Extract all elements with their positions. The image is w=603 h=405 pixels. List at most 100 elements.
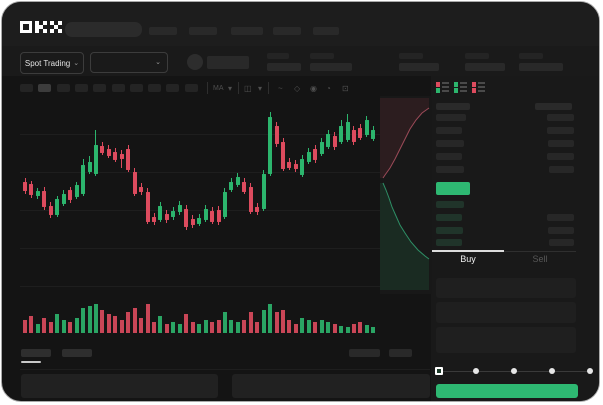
candle-body — [100, 146, 105, 153]
nav-item[interactable] — [273, 27, 301, 35]
timer-icon[interactable]: ◔ — [326, 83, 331, 93]
candle-body — [42, 191, 47, 207]
timeframe-button[interactable] — [74, 84, 88, 92]
timeframe-button[interactable] — [38, 84, 52, 92]
ask-amount — [547, 153, 574, 160]
candle-body — [113, 152, 118, 160]
volume-bar — [74, 318, 79, 333]
volume-bar — [171, 322, 176, 333]
okx-logo — [20, 21, 62, 33]
indicators-icon[interactable]: MA — [213, 84, 224, 92]
candle-body — [29, 184, 34, 195]
candle-body — [300, 159, 305, 175]
timeframe-button[interactable] — [20, 84, 33, 92]
chevron-down-icon[interactable]: ▾ — [258, 83, 263, 93]
camera-icon[interactable]: ◉ — [310, 83, 317, 93]
orderbook-view-asks-only[interactable] — [472, 82, 485, 93]
bottom-tab-orders[interactable] — [21, 349, 51, 357]
amount-input[interactable] — [436, 302, 576, 323]
stat-value — [465, 63, 505, 71]
volume-bar — [29, 316, 34, 333]
bottom-action[interactable] — [349, 349, 380, 357]
candle-body — [313, 149, 318, 160]
slider-stop[interactable] — [549, 368, 555, 374]
volume-bar — [100, 310, 105, 333]
candle-style-icon[interactable]: ◫ — [244, 83, 252, 93]
slider-stop[interactable] — [511, 368, 517, 374]
volume-bar — [203, 320, 208, 333]
candle-body — [119, 154, 124, 159]
toolbar-divider — [207, 82, 208, 94]
line-tool-icon[interactable]: ~ — [278, 83, 283, 93]
search-input[interactable] — [65, 22, 142, 37]
nav-item[interactable] — [313, 27, 339, 35]
volume-bar — [248, 312, 253, 333]
price-input[interactable] — [436, 278, 576, 298]
col-header-price — [436, 103, 470, 110]
chevron-down-icon: ⌄ — [73, 59, 80, 67]
candle-body — [48, 206, 53, 215]
candle-body — [87, 162, 92, 172]
nav-item[interactable] — [189, 27, 217, 35]
stat-label — [399, 53, 423, 59]
slider-stop[interactable] — [473, 368, 479, 374]
stat-value — [310, 63, 352, 71]
timeframe-button[interactable] — [166, 84, 180, 92]
nav-item[interactable] — [231, 27, 263, 35]
candle-body — [210, 211, 215, 222]
nav-item[interactable] — [149, 27, 177, 35]
candle-body — [235, 177, 240, 185]
candle-body — [364, 120, 369, 135]
volume-bar — [106, 314, 111, 333]
timeframe-button[interactable] — [93, 84, 107, 92]
icon-part — [460, 90, 467, 92]
timeframe-button[interactable] — [111, 84, 125, 92]
orderbook-last-price-pill[interactable] — [436, 182, 470, 195]
volume-bar — [55, 314, 60, 333]
timeframe-button[interactable] — [148, 84, 162, 92]
volume-bar — [177, 324, 182, 333]
candle-body — [126, 149, 131, 170]
stat-label — [465, 53, 489, 59]
bottom-action[interactable] — [389, 349, 412, 357]
candle-body — [358, 128, 363, 138]
volume-bar — [319, 320, 324, 333]
icon-part — [442, 86, 449, 88]
bid-price — [436, 226, 463, 234]
candle-body — [197, 218, 202, 224]
last-price-placeholder — [207, 56, 249, 69]
volume-bar — [113, 316, 118, 333]
timeframe-button[interactable] — [184, 84, 198, 92]
volume-bar — [235, 322, 240, 333]
buy-submit-button[interactable] — [436, 384, 578, 398]
icon-part — [454, 82, 458, 87]
tab-sell[interactable]: Sell — [532, 254, 548, 264]
active-tab-underline — [21, 361, 41, 363]
pair-selector[interactable]: ⌄ — [90, 52, 168, 73]
chevron-down-icon[interactable]: ▾ — [228, 83, 233, 93]
volume-bar — [255, 322, 260, 333]
orderbook-view-combined-book[interactable] — [436, 82, 449, 93]
candle-body — [132, 172, 137, 194]
total-input[interactable] — [436, 327, 576, 353]
candle-body — [332, 136, 337, 147]
tab-buy[interactable]: Buy — [460, 254, 476, 264]
bottom-panel-right — [232, 374, 430, 398]
bottom-tab-history[interactable] — [62, 349, 92, 357]
icon-part — [472, 88, 476, 93]
timeframe-button[interactable] — [56, 84, 70, 92]
fullscreen-icon[interactable]: ⊡ — [342, 83, 349, 93]
candle-body — [261, 174, 266, 209]
volume-bar — [145, 304, 150, 333]
draw-icon[interactable]: ◇ — [294, 83, 301, 93]
candle-wick — [121, 150, 123, 168]
slider-stop-selected[interactable] — [435, 367, 443, 375]
volume-bar — [87, 306, 92, 333]
trading-mode-button[interactable]: Spot Trading ⌄ — [20, 52, 84, 74]
slider-stop[interactable] — [587, 368, 593, 374]
stat-value — [519, 63, 563, 71]
timeframe-button[interactable] — [129, 84, 143, 92]
col-header-amount — [535, 103, 572, 110]
orderbook-view-bids-only[interactable] — [454, 82, 467, 93]
ask-price — [436, 153, 462, 160]
